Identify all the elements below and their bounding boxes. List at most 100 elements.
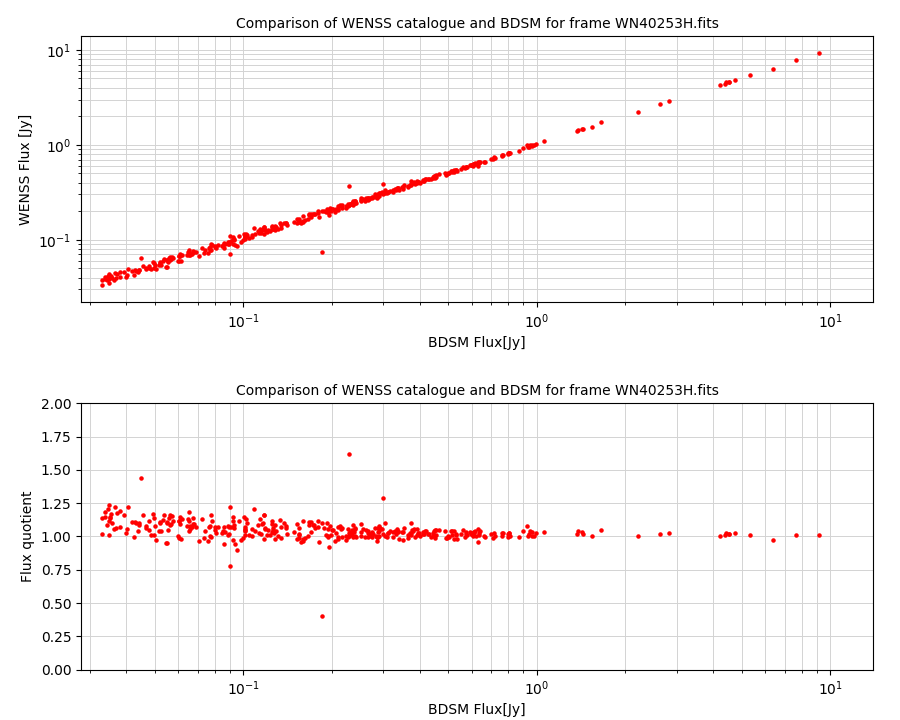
Point (224, 521, 238, 532)
Point (465, 160, 480, 171)
Point (442, 168, 456, 179)
Point (501, 147, 516, 158)
Point (391, 526, 405, 537)
Point (717, 78, 732, 89)
Point (391, 183, 405, 194)
Point (478, 531, 492, 543)
Point (472, 528, 486, 539)
Point (256, 517, 270, 528)
Point (238, 529, 253, 541)
Point (450, 533, 464, 544)
Point (301, 531, 315, 542)
Point (502, 147, 517, 158)
Point (236, 235, 250, 246)
Point (148, 264, 163, 275)
Point (408, 179, 422, 190)
Point (163, 251, 177, 263)
Point (238, 232, 252, 243)
Point (320, 203, 335, 215)
Point (400, 529, 415, 541)
Point (342, 449, 356, 460)
Point (466, 527, 481, 539)
Point (204, 240, 219, 251)
Point (132, 264, 147, 276)
Point (428, 526, 442, 537)
Point (153, 256, 167, 268)
Point (372, 526, 386, 537)
Point (469, 158, 483, 170)
Point (95, 274, 110, 286)
Point (422, 173, 436, 184)
Point (361, 525, 375, 536)
Point (501, 148, 516, 160)
Point (325, 203, 339, 215)
Point (404, 176, 419, 187)
Point (274, 532, 288, 544)
Point (322, 541, 337, 553)
Point (257, 509, 272, 521)
Point (412, 177, 427, 189)
Point (346, 531, 360, 543)
Point (472, 156, 487, 167)
Point (397, 523, 411, 534)
Point (208, 241, 222, 253)
Point (400, 532, 415, 544)
Point (153, 516, 167, 528)
Point (585, 530, 599, 541)
Point (261, 224, 275, 235)
Point (516, 142, 530, 153)
Point (171, 531, 185, 542)
Point (292, 217, 306, 228)
Point (222, 248, 237, 260)
Point (456, 525, 471, 536)
Point (266, 528, 281, 539)
Point (117, 510, 131, 521)
Point (184, 248, 199, 259)
Point (385, 184, 400, 196)
Point (326, 203, 340, 215)
Point (268, 520, 283, 531)
Point (182, 507, 196, 518)
Point (385, 526, 400, 537)
Point (389, 184, 403, 195)
Point (429, 171, 444, 183)
Point (321, 204, 336, 216)
Point (314, 246, 328, 258)
Point (334, 200, 348, 212)
Point (136, 260, 150, 271)
Point (226, 515, 240, 526)
Point (320, 518, 335, 529)
Point (370, 531, 384, 543)
Point (172, 516, 186, 527)
Point (105, 517, 120, 528)
Point (523, 525, 537, 536)
Point (268, 220, 283, 232)
Point (391, 182, 405, 194)
Point (325, 524, 339, 536)
Point (192, 250, 206, 261)
Point (496, 149, 510, 161)
Point (273, 514, 287, 526)
Point (516, 526, 530, 537)
Point (417, 175, 431, 186)
Point (449, 529, 464, 541)
Point (267, 533, 282, 544)
Point (247, 222, 261, 234)
Point (380, 531, 394, 543)
Point (386, 531, 400, 543)
Point (217, 243, 231, 254)
Point (164, 253, 178, 265)
Point (328, 206, 342, 217)
Point (220, 235, 235, 247)
Point (495, 527, 509, 539)
Point (722, 76, 736, 88)
Point (340, 198, 355, 210)
Point (487, 527, 501, 539)
Point (97, 511, 112, 523)
Point (407, 523, 421, 535)
Point (380, 188, 394, 199)
Point (129, 265, 143, 276)
Point (222, 521, 237, 533)
Point (371, 188, 385, 199)
Point (331, 200, 346, 212)
